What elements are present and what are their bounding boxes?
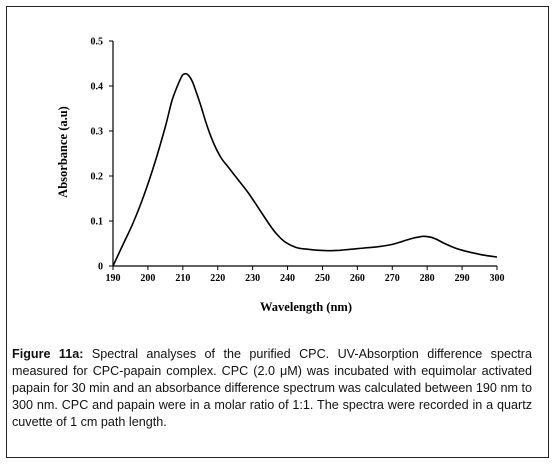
chart-series [112, 72, 498, 267]
x-tick-label: 300 [490, 273, 505, 284]
x-tick-label: 290 [455, 273, 470, 284]
figure-caption-text: Spectral analyses of the purified CPC. U… [12, 347, 532, 429]
chart-axes [112, 41, 497, 267]
y-axis-title: Absorbance (a.u) [56, 106, 70, 198]
x-tick-label: 260 [350, 273, 365, 284]
figure-label: Figure 11a: [12, 347, 84, 361]
x-tick-label: 270 [385, 273, 400, 284]
x-tick-label: 190 [106, 273, 121, 284]
x-axis-title: Wavelength (nm) [260, 300, 352, 314]
y-tick-label: 0.3 [91, 127, 104, 138]
x-tick-label: 220 [210, 273, 225, 284]
x-tick-label: 200 [140, 273, 155, 284]
figure-frame [6, 6, 549, 458]
x-tick-label: 210 [175, 273, 190, 284]
x-tick-label: 230 [245, 273, 260, 284]
x-tick-label: 250 [315, 273, 330, 284]
y-tick-label: 0.4 [91, 82, 104, 93]
absorbance-chart: 190 200 210 220 230 240 250 260 270 280 290 300 0 0.1… [56, 37, 505, 315]
x-tick-label: 280 [420, 273, 435, 284]
figure-caption: Figure 11a: Spectral analyses of the pur… [12, 346, 532, 431]
absorbance-series-line [112, 72, 498, 267]
y-tick-label: 0 [98, 262, 103, 273]
chart-ticks: 190 200 210 220 230 240 250 260 270 280 290 300 0 0.1… [91, 37, 505, 285]
y-tick-label: 0.1 [91, 217, 104, 228]
y-tick-label: 0.5 [91, 37, 104, 48]
y-tick-label: 0.2 [91, 172, 104, 183]
x-tick-label: 240 [280, 273, 295, 284]
